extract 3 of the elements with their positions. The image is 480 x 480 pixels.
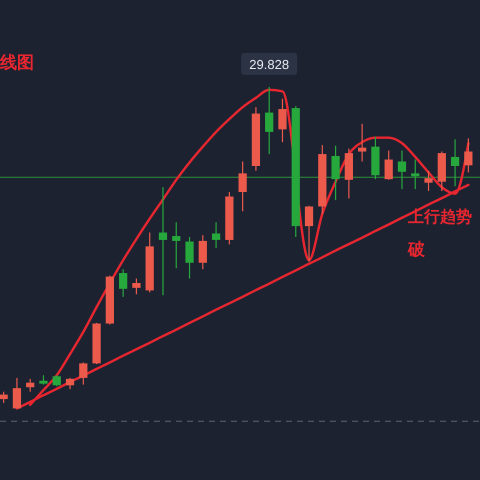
annotation: 破 (407, 240, 426, 260)
text: 线图 (0, 53, 34, 73)
annotation: 29.828 (249, 56, 290, 72)
